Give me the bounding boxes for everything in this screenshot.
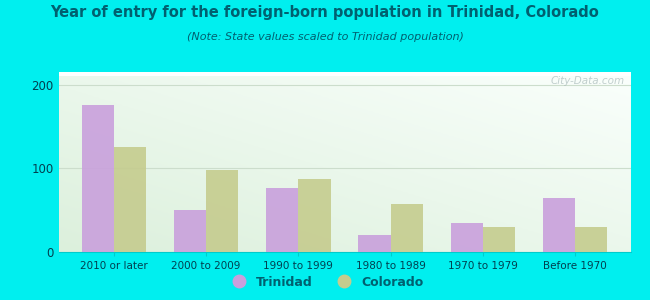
Bar [483,227,515,252]
Bar [575,227,608,252]
Bar [174,210,206,252]
Bar [206,170,239,252]
Bar [358,235,391,252]
Bar [391,204,423,252]
Text: Year of entry for the foreign-born population in Trinidad, Colorado: Year of entry for the foreign-born popul… [51,4,599,20]
Bar [114,147,146,252]
Text: City-Data.com: City-Data.com [551,76,625,85]
Text: (Note: State values scaled to Trinidad population): (Note: State values scaled to Trinidad p… [187,32,463,41]
Bar [543,198,575,252]
Bar [266,188,298,252]
Bar [450,223,483,252]
Bar [81,106,114,252]
Bar [298,179,331,252]
Legend: Trinidad, Colorado: Trinidad, Colorado [221,271,429,294]
